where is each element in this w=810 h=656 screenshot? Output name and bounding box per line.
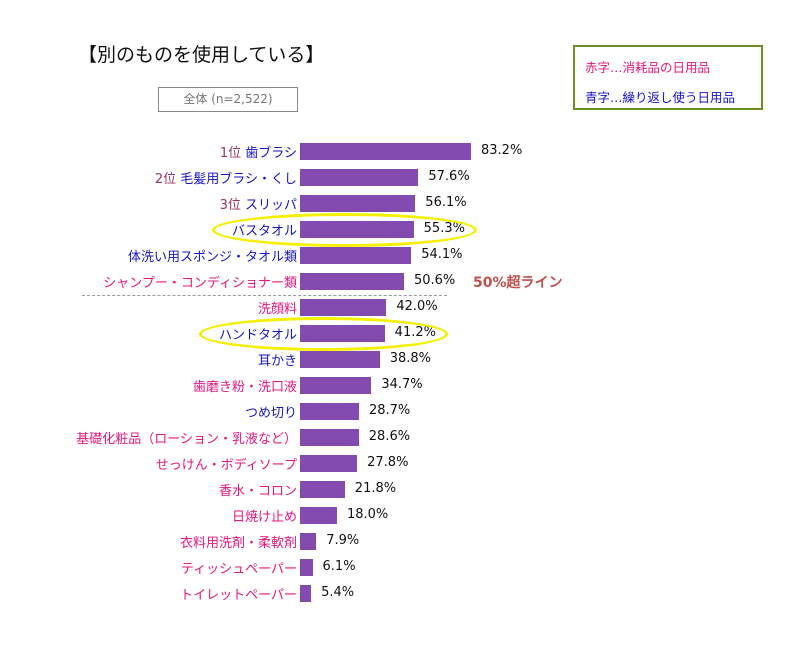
bar [300,169,419,186]
bar [300,429,359,446]
data-label: 21.8% [354,481,397,496]
category-text: 歯磨き粉・洗口液 [192,380,297,395]
bar [300,481,345,498]
data-label: 18.0% [346,507,389,522]
data-label: 38.8% [389,351,432,366]
sample-size-box: 全体 (n=2,522) [158,87,298,112]
bar [300,351,380,368]
category-label: 体洗い用スポンジ・タオル類 [128,246,297,265]
highlight-ellipse [212,213,477,247]
category-label: ティッシュペーパー [181,558,297,577]
page-title: 【別のものを使用している】 [78,44,325,66]
legend-consumable: 赤字…消耗品の日用品 [585,60,711,75]
category-label: 基礎化粧品（ローション・乳液など） [76,428,297,447]
bar [300,559,313,576]
data-label: 56.1% [425,195,467,210]
category-label: せっけん・ボディソープ [156,454,297,473]
bar [300,403,359,420]
category-text: トイレットペーパー [180,588,297,603]
data-label: 28.7% [368,403,411,418]
data-label: 83.2% [481,143,523,158]
category-label: 日焼け止め [232,506,297,525]
category-label: 衣料用洗剤・柔軟剤 [180,532,297,551]
category-text: ティッシュペーパー [180,562,297,577]
category-text: シャンプー・コンディショナー類 [103,276,297,291]
bar [300,299,387,316]
bar [300,247,412,264]
bar [300,273,404,290]
bar [300,507,337,524]
category-text: 体洗い用スポンジ・タオル類 [127,250,297,265]
data-label: 7.9% [326,533,360,548]
rank-label: 2位 [154,172,181,187]
threshold-line [82,295,447,296]
category-label: 3位 スリッパ [220,194,297,213]
data-label: 42.0% [396,299,438,314]
data-label: 5.4% [321,585,355,600]
data-label: 50.6% [413,273,456,288]
bar [300,195,416,212]
bar [300,585,312,602]
category-label: 1位 歯ブラシ [220,142,297,161]
category-label: 香水・コロン [219,480,297,499]
category-text: 耳かき [257,354,297,369]
threshold-label: 50%超ライン [473,275,563,291]
category-text: 歯ブラシ [245,146,297,161]
bar [300,377,372,394]
rank-label: 1位 [219,146,246,161]
category-label: シャンプー・コンディショナー類 [103,272,297,291]
category-text: 香水・コロン [218,484,297,499]
category-text: 毛髪用ブラシ・くし [180,172,297,187]
category-label: 2位 毛髪用ブラシ・くし [155,168,297,187]
category-text: せっけん・ボディソープ [155,458,297,473]
data-label: 6.1% [322,559,356,574]
category-text: スリッパ [244,198,297,213]
category-text: つめ切り [244,406,297,421]
legend-reusable: 青字…繰り返し使う日用品 [585,90,736,105]
data-label: 54.1% [421,247,463,262]
category-text: 洗顔料 [257,302,297,317]
category-label: 歯磨き粉・洗口液 [193,376,297,395]
category-label: 洗顔料 [258,298,297,317]
data-label: 57.6% [428,169,470,184]
category-label: トイレットペーパー [180,584,297,603]
bar [300,143,471,160]
data-label: 27.8% [367,455,409,470]
category-text: 基礎化粧品（ローション・乳液など） [76,432,297,447]
legend: 赤字…消耗品の日用品 青字…繰り返し使う日用品 [573,45,763,110]
data-label: 34.7% [381,377,423,392]
rank-label: 3位 [219,198,245,213]
bar [300,455,358,472]
bar [300,533,317,550]
category-label: つめ切り [245,402,297,421]
data-label: 28.6% [368,429,411,444]
category-text: 日焼け止め [231,510,297,525]
highlight-ellipse [199,317,448,351]
category-text: 衣料用洗剤・柔軟剤 [179,536,297,551]
category-label: 耳かき [258,350,297,369]
